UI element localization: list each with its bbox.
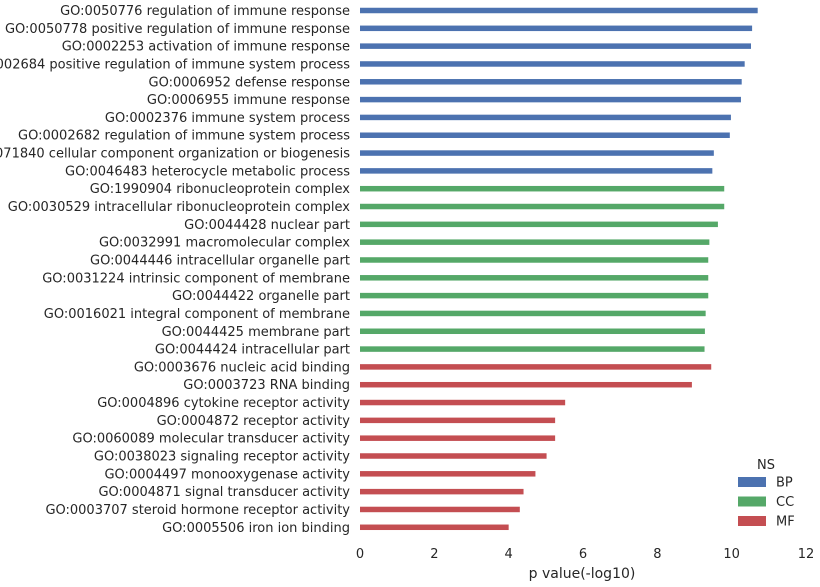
bar-mf [360,488,524,495]
bar-mf [360,381,692,388]
bar-mf [360,364,712,370]
category-label: GO:0004871 signal transducer activity [98,485,350,500]
category-label: GO:0032991 macromolecular complex [99,236,350,251]
bar-bp [360,43,751,49]
x-tick-label: 8 [653,547,661,562]
legend-title: NS [757,458,775,473]
x-tick-label: 12 [798,547,815,562]
bar-cc [360,203,725,210]
category-label: GO:0004497 monooxygenase activity [104,467,350,482]
category-label: GO:0004896 cytokine receptor activity [97,396,350,411]
category-label: GO:0002684 positive regulation of immune… [0,57,350,72]
legend-label-mf: MF [776,515,795,530]
category-label: GO:0031224 intrinsic component of membra… [42,271,350,286]
bar-mf [360,435,556,441]
bar-mf [360,417,556,424]
category-label: GO:0050778 positive regulation of immune… [5,22,350,37]
category-label: GO:0044425 membrane part [162,325,350,340]
category-label: GO:0002376 immune system process [105,111,350,126]
category-label: GO:0046483 heterocycle metabolic process [65,164,350,179]
category-label: GO:0044428 nuclear part [184,218,350,233]
legend-label-cc: CC [776,495,794,510]
bar-bp [360,79,742,85]
bar-cc [360,346,705,352]
bar-bp [360,25,753,32]
bar-cc [360,275,709,281]
legend-label-bp: BP [776,476,793,491]
x-tick-label: 10 [723,547,740,562]
category-label: GO:0038023 signaling receptor activity [94,450,350,465]
category-label: GO:0050776 regulation of immune response [60,4,350,19]
bar-cc [360,185,725,192]
category-label: GO:0003676 nucleic acid binding [134,360,350,375]
x-axis-ticks: 0 2 4 6 8 10 12 [356,547,814,562]
x-tick-label: 6 [579,547,587,562]
category-label: GO:0002682 regulation of immune system p… [18,129,350,144]
bar-mf [360,524,509,531]
category-label: GO:0005506 iron ion binding [162,521,350,536]
bar-mf [360,453,547,459]
category-label: GO:0004872 receptor activity [157,414,351,429]
bar-cc [360,221,718,228]
bar-bp [360,114,731,121]
category-label: GO:0030529 intracellular ribonucleoprote… [8,200,351,215]
x-axis-label: p value(-log10) [529,566,636,582]
legend-swatch-cc [738,496,766,507]
category-label: GO:0044446 intracellular organelle part [90,253,350,268]
category-label: GO:0006952 defense response [149,75,351,90]
category-label: GO:1990904 ribonucleoprotein complex [90,182,351,197]
category-label: GO:0016021 integral component of membran… [44,307,350,322]
bar-mf [360,506,520,513]
bar-mf [360,399,566,406]
category-label: GO:0003707 steroid hormone receptor acti… [45,503,350,518]
bar-cc [360,310,706,317]
bar-cc [360,328,705,335]
category-label: GO:0003723 RNA binding [183,378,350,393]
category-labels: GO:0050776 regulation of immune response… [0,4,350,536]
category-label: GO:0071840 cellular component organizati… [0,147,350,162]
bar-cc [360,257,709,263]
x-tick-label: 4 [505,547,513,562]
category-label: GO:0044424 intracellular part [155,343,350,358]
legend-swatch-mf [738,516,766,526]
x-tick-label: 2 [430,547,438,562]
bar-bp [360,168,713,174]
bar-mf [360,471,536,477]
bar-cc [360,292,709,299]
legend-swatch-bp [738,477,766,487]
category-label: GO:0002253 activation of immune response [62,40,350,55]
x-tick-label: 0 [356,547,364,562]
bar-bp [360,61,745,67]
bars-layer [360,7,758,531]
bar-bp [360,132,730,138]
bar-bp [360,7,758,14]
category-label: GO:0044422 organelle part [172,289,350,304]
category-label: GO:0006955 immune response [147,93,350,108]
bar-bp [360,96,741,103]
category-label: GO:0060089 molecular transducer activity [72,432,350,447]
bar-cc [360,239,710,245]
bar-bp [360,150,714,156]
